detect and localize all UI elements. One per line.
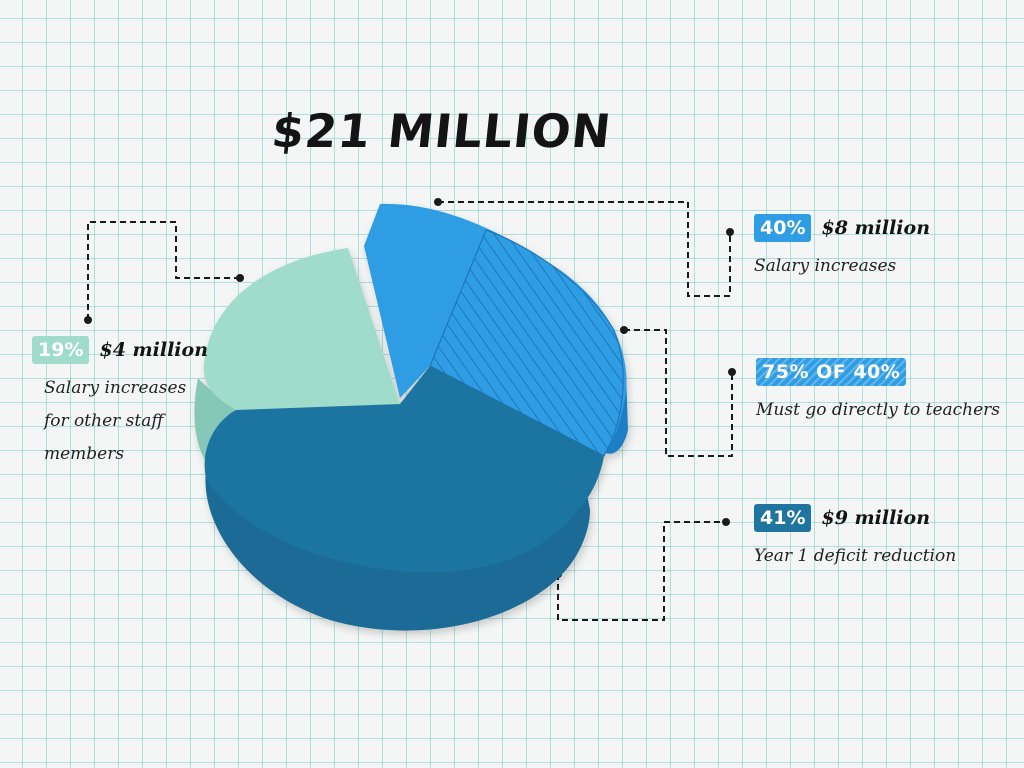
pct-badge-salary: 40% (754, 214, 812, 242)
callout-teachers: 75% OF 40% Must go directly to teachers (756, 358, 1000, 427)
desc-staff-line: Salary increases (44, 378, 187, 398)
desc-staff-line: for other staff (44, 411, 164, 431)
amount-deficit: $9 million (821, 507, 931, 529)
desc-teachers: Must go directly to teachers (756, 400, 1001, 420)
leader-line-teachers (624, 329, 733, 457)
leader-dot (620, 326, 628, 334)
desc-staff: Salary increases for other staff members (44, 372, 208, 471)
amount-salary: $8 million (821, 217, 931, 239)
leader-dot (722, 518, 730, 526)
pct-badge-teachers: 75% OF 40% (756, 358, 907, 386)
leader-dot (728, 368, 736, 376)
callout-staff: 19% $4 million Salary increases for othe… (32, 336, 208, 471)
pct-badge-staff: 19% (32, 336, 90, 364)
leader-dot (84, 316, 92, 324)
leader-dot (434, 198, 442, 206)
pie-slice-teachers-hatch (429, 229, 624, 457)
callout-salary: 40% $8 million Salary increases (754, 214, 930, 283)
pie-slice-staff (203, 248, 400, 410)
pct-badge-deficit: 41% (754, 504, 812, 532)
leader-line-salary (438, 201, 731, 297)
desc-deficit: Year 1 deficit reduction (754, 546, 957, 566)
pie-slice-deficit-side (205, 470, 590, 631)
desc-staff-line: members (44, 444, 125, 464)
pie-slice-deficit (204, 366, 604, 573)
leader-dot (236, 274, 244, 282)
chart-title: $21 MILLION (269, 104, 615, 158)
leader-line-deficit (557, 521, 726, 621)
leader-dot (726, 228, 734, 236)
amount-staff: $4 million (99, 339, 209, 361)
desc-salary: Salary increases (754, 256, 897, 276)
leader-line-staff (87, 221, 240, 320)
callout-deficit: 41% $9 million Year 1 deficit reduction (754, 504, 956, 573)
